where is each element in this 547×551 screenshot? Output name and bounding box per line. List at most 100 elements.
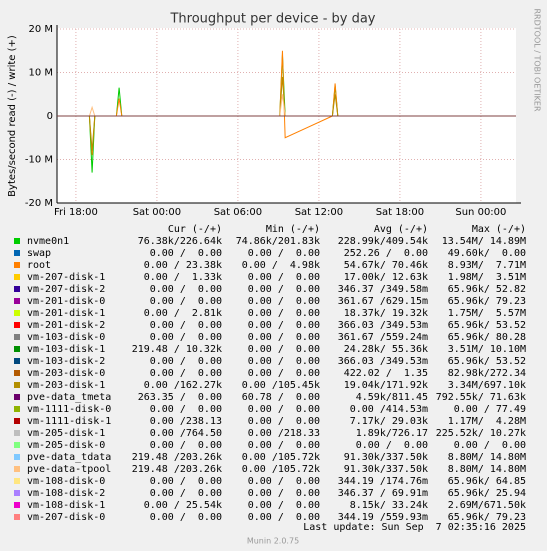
legend-name: vm-207-disk-2 xyxy=(27,284,105,295)
legend-name: vm-103-disk-1 xyxy=(27,344,105,355)
legend-swatch xyxy=(14,514,20,520)
legend-swatch xyxy=(14,466,20,472)
x-tick-label: Sun 00:00 xyxy=(455,207,506,218)
legend-stat: 8.80M/ 14.80M xyxy=(448,452,526,463)
legend-stat: 0.00 / 0.00 xyxy=(248,248,320,259)
legend-stat: 0.00 / 0.00 xyxy=(248,356,320,367)
legend-name: nvme0n1 xyxy=(27,236,69,247)
legend-name: vm-108-disk-0 xyxy=(27,476,105,487)
legend-stat: 0.00 / 25.54k xyxy=(144,500,222,511)
legend-stat: 0.00 / 0.00 xyxy=(150,248,222,259)
legend-stat: 0.00 / 0.00 xyxy=(248,404,320,415)
legend-stat: 19.04k/171.92k xyxy=(344,380,428,391)
legend-stat: 344.19 /174.76m xyxy=(338,476,428,487)
legend-name: vm-205-disk-0 xyxy=(27,440,105,451)
legend-swatch xyxy=(14,250,20,256)
legend-stat: 0.00 / 0.00 xyxy=(248,296,320,307)
legend-stat: 0.00 /105.45k xyxy=(242,380,320,391)
x-tick-label: Sat 18:00 xyxy=(376,207,424,218)
legend-stat: 0.00 / 1.33k xyxy=(144,272,222,283)
legend-swatch xyxy=(14,322,20,328)
legend-swatch xyxy=(14,334,20,340)
column-header: Max (-/+) xyxy=(472,224,526,235)
y-tick-label: 20 M xyxy=(28,24,53,35)
version: Munin 2.0.75 xyxy=(247,537,299,546)
legend-stat: 0.00 / 0.00 xyxy=(248,368,320,379)
legend-stat: 65.96k/ 52.82 xyxy=(448,284,526,295)
legend-stat: 0.00 / 0.00 xyxy=(454,440,526,451)
legend-stat: 219.48 / 10.32k xyxy=(132,344,222,355)
legend-name: vm-203-disk-0 xyxy=(27,368,105,379)
legend-stat: 366.03 /349.53m xyxy=(338,356,428,367)
legend-swatch xyxy=(14,490,20,496)
legend-stat: 0.00 / 0.00 xyxy=(248,488,320,499)
legend-swatch xyxy=(14,298,20,304)
legend-swatch xyxy=(14,502,20,508)
legend-stat: 3.34M/697.10k xyxy=(448,380,526,391)
legend-stat: 0.00 / 0.00 xyxy=(150,440,222,451)
legend-stat: 0.00 / 0.00 xyxy=(356,440,428,451)
legend-stat: 65.96k/ 80.28 xyxy=(448,332,526,343)
legend-stat: 219.48 /203.26k xyxy=(132,452,222,463)
legend-name: vm-108-disk-1 xyxy=(27,500,105,511)
legend-stat: 792.55k/ 71.63k xyxy=(436,392,526,403)
legend-stat: 1.98M/ 3.51M xyxy=(448,272,526,283)
legend-stat: 422.02 / 1.35 xyxy=(344,368,428,379)
legend-stat: 0.00 / 2.81k xyxy=(144,308,222,319)
legend-stat: 0.00 /218.33 xyxy=(248,428,320,439)
legend-stat: 0.00 / 0.00 xyxy=(150,332,222,343)
legend-stat: 0.00 /162.27k xyxy=(144,380,222,391)
legend-name: vm-201-disk-2 xyxy=(27,320,105,331)
x-tick-label: Fri 18:00 xyxy=(54,207,98,218)
legend-stat: 65.96k/ 79.23 xyxy=(448,512,526,523)
legend-stat: 0.00 / 0.00 xyxy=(248,500,320,511)
legend-stat: 0.00 / 0.00 xyxy=(150,476,222,487)
legend-swatch xyxy=(14,274,20,280)
legend-swatch xyxy=(14,262,20,268)
legend-swatch xyxy=(14,418,20,424)
legend-stat: 0.00 / 0.00 xyxy=(150,368,222,379)
column-header: Min (-/+) xyxy=(266,224,320,235)
legend-stat: 65.96k/ 25.94 xyxy=(448,488,526,499)
legend-stat: 225.52k/ 10.27k xyxy=(436,428,526,439)
legend-stat: 0.00 / 0.00 xyxy=(248,332,320,343)
x-tick-label: Sat 00:00 xyxy=(133,207,181,218)
column-header: Avg (-/+) xyxy=(374,224,428,235)
legend-stat: 0.00 / 0.00 xyxy=(248,476,320,487)
legend-swatch xyxy=(14,346,20,352)
legend-swatch xyxy=(14,286,20,292)
legend-stat: 0.00 / 0.00 xyxy=(150,356,222,367)
legend-stat: 228.99k/409.54k xyxy=(338,236,428,247)
legend-stat: 344.19 /559.93m xyxy=(338,512,428,523)
legend-name: pve-data-tpool xyxy=(27,464,111,475)
legend-stat: 18.37k/ 19.32k xyxy=(344,308,428,319)
legend-stat: 65.96k/ 53.52 xyxy=(448,356,526,367)
x-tick-label: Sat 12:00 xyxy=(295,207,343,218)
legend-name: vm-103-disk-0 xyxy=(27,332,105,343)
legend-stat: 0.00 / 23.38k xyxy=(144,260,222,271)
legend-stat: 0.00 /105.72k xyxy=(242,452,320,463)
legend-swatch xyxy=(14,238,20,244)
legend-stat: 0.00 / 0.00 xyxy=(150,284,222,295)
legend-name: pve-data_tdata xyxy=(27,452,111,463)
legend-stat: 0.00 / 0.00 xyxy=(150,512,222,523)
legend-stat: 0.00 / 0.00 xyxy=(150,404,222,415)
legend-name: vm-203-disk-1 xyxy=(27,380,105,391)
legend-swatch xyxy=(14,406,20,412)
legend-stat: 3.51M/ 10.10M xyxy=(448,344,526,355)
legend-stat: 361.67 /629.15m xyxy=(338,296,428,307)
legend-name: vm-1111-disk-1 xyxy=(27,416,111,427)
legend-swatch xyxy=(14,394,20,400)
y-axis-label: Bytes/second read (-) / write (+) xyxy=(7,35,18,197)
legend-stat: 0.00 /238.13 xyxy=(150,416,222,427)
x-tick-label: Sat 06:00 xyxy=(214,207,262,218)
legend-name: vm-201-disk-1 xyxy=(27,308,105,319)
legend-swatch xyxy=(14,442,20,448)
last-update: Last update: Sun Sep 7 02:35:16 2025 xyxy=(303,522,526,533)
legend-swatch xyxy=(14,358,20,364)
legend-stat: 54.67k/ 70.46k xyxy=(344,260,428,271)
legend-stat: 24.28k/ 55.36k xyxy=(344,344,428,355)
legend-stat: 91.30k/337.50k xyxy=(344,452,428,463)
legend-swatch xyxy=(14,310,20,316)
